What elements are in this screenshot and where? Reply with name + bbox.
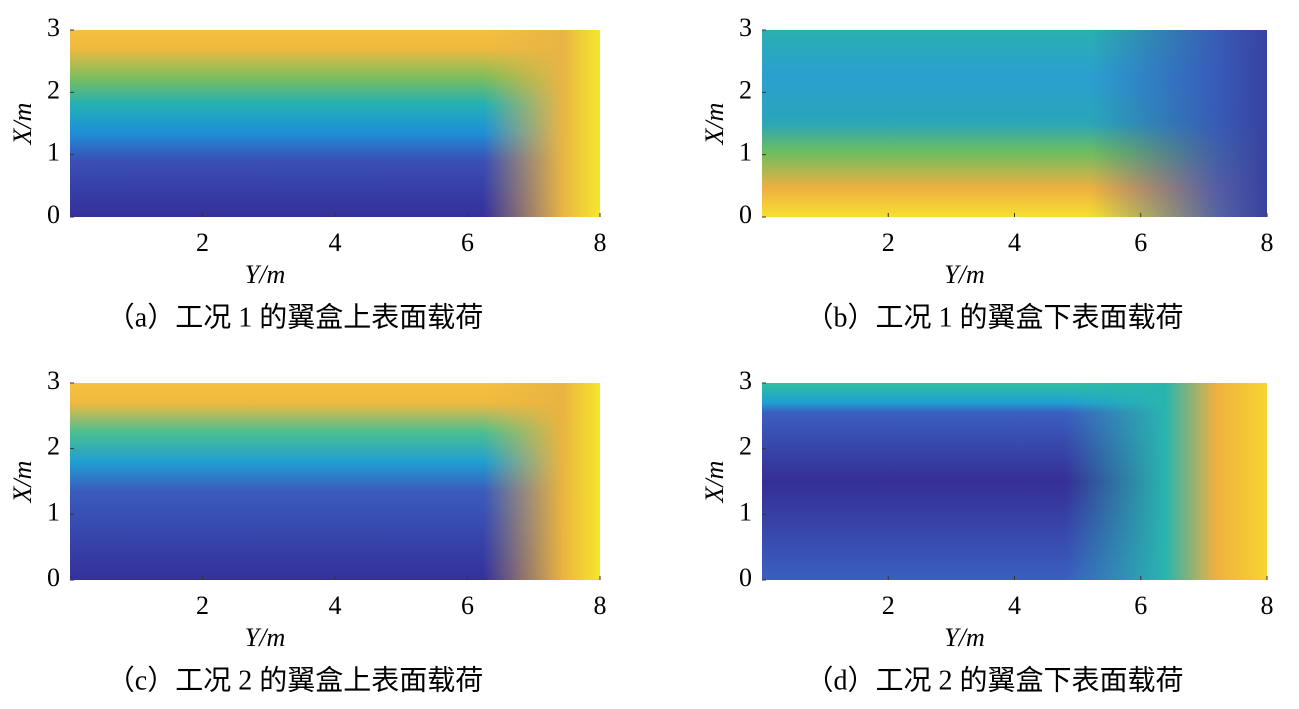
x-axis-label: Y/m (245, 623, 285, 652)
x-tick-label: 4 (329, 591, 342, 620)
x-tick-label: 8 (1261, 228, 1274, 257)
x-tick-label: 2 (196, 591, 209, 620)
y-tick-label: 3 (739, 13, 752, 42)
x-tick-label: 8 (1261, 591, 1274, 620)
y-tick-label: 1 (739, 497, 752, 526)
y-axis-label: X/m (700, 461, 729, 504)
x-tick-label: 4 (1008, 228, 1021, 257)
x-tick-label: 6 (461, 591, 474, 620)
y-tick-label: 1 (47, 138, 60, 167)
panel-caption: （a）工况 1 的翼盒上表面载荷 (107, 301, 483, 333)
y-tick-label: 0 (739, 563, 752, 592)
y-tick-label: 2 (739, 432, 752, 461)
x-axis-label: Y/m (944, 260, 984, 289)
y-tick-label: 1 (739, 138, 752, 167)
x-tick-label: 2 (196, 228, 209, 257)
x-tick-label: 4 (329, 228, 342, 257)
x-tick-label: 2 (882, 228, 895, 257)
y-tick-label: 0 (47, 563, 60, 592)
x-tick-label: 6 (1134, 228, 1147, 257)
x-axis-label: Y/m (944, 623, 984, 652)
heatmap-field-edge (762, 383, 1267, 580)
y-tick-label: 1 (47, 497, 60, 526)
x-tick-label: 6 (1134, 591, 1147, 620)
x-tick-label: 4 (1008, 591, 1021, 620)
y-axis-label: X/m (8, 461, 37, 504)
x-tick-label: 8 (594, 591, 607, 620)
x-tick-label: 8 (594, 228, 607, 257)
heatmap-field-edge (70, 30, 600, 217)
heatmap-field-edge (70, 383, 600, 580)
x-tick-label: 2 (882, 591, 895, 620)
panel-caption: （b）工况 1 的翼盒下表面载荷 (805, 301, 1183, 333)
y-tick-label: 2 (47, 75, 60, 104)
y-tick-label: 0 (47, 200, 60, 229)
heatmap-field-edge (762, 30, 1267, 217)
y-axis-label: X/m (700, 103, 729, 146)
y-tick-label: 2 (47, 432, 60, 461)
y-tick-label: 0 (739, 200, 752, 229)
panel-caption: （c）工况 2 的翼盒上表面载荷 (107, 664, 483, 696)
x-axis-label: Y/m (245, 260, 285, 289)
y-tick-label: 3 (47, 13, 60, 42)
panel-caption: （d）工况 2 的翼盒下表面载荷 (805, 664, 1183, 696)
y-tick-label: 2 (739, 75, 752, 104)
y-tick-label: 3 (47, 366, 60, 395)
x-tick-label: 6 (461, 228, 474, 257)
y-tick-label: 3 (739, 366, 752, 395)
y-axis-label: X/m (8, 103, 37, 146)
